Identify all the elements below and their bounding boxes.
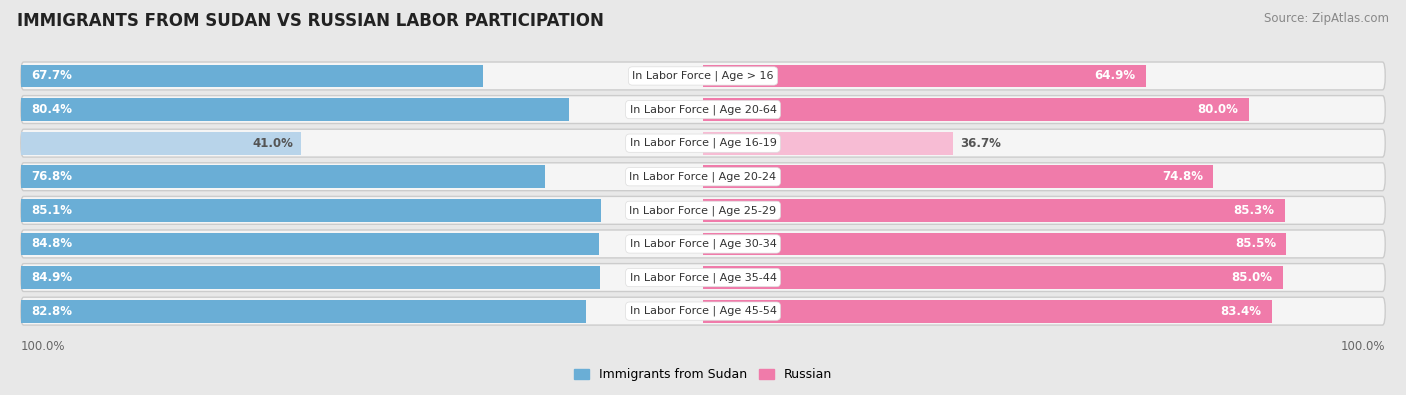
Text: 85.1%: 85.1%: [31, 204, 72, 217]
Text: 100.0%: 100.0%: [1340, 340, 1385, 353]
Bar: [21, 233, 599, 256]
Text: 80.0%: 80.0%: [1198, 103, 1239, 116]
FancyBboxPatch shape: [21, 263, 1385, 292]
FancyBboxPatch shape: [21, 196, 1385, 224]
Bar: [21, 132, 301, 154]
FancyBboxPatch shape: [21, 297, 1385, 325]
Text: In Labor Force | Age 20-64: In Labor Force | Age 20-64: [630, 104, 776, 115]
Bar: [21, 64, 482, 87]
Text: In Labor Force | Age 16-19: In Labor Force | Age 16-19: [630, 138, 776, 149]
Text: In Labor Force | Age 30-34: In Labor Force | Age 30-34: [630, 239, 776, 249]
Text: 85.5%: 85.5%: [1234, 237, 1277, 250]
Legend: Immigrants from Sudan, Russian: Immigrants from Sudan, Russian: [568, 363, 838, 386]
Bar: [21, 98, 569, 121]
Text: In Labor Force | Age 35-44: In Labor Force | Age 35-44: [630, 272, 776, 283]
Text: 74.8%: 74.8%: [1161, 170, 1204, 183]
Bar: [703, 266, 1282, 289]
Text: In Labor Force | Age 45-54: In Labor Force | Age 45-54: [630, 306, 776, 316]
Text: 84.9%: 84.9%: [31, 271, 72, 284]
Bar: [703, 300, 1272, 323]
FancyBboxPatch shape: [21, 230, 1385, 258]
Bar: [703, 98, 1249, 121]
Text: 83.4%: 83.4%: [1220, 305, 1261, 318]
Text: In Labor Force | Age 20-24: In Labor Force | Age 20-24: [630, 171, 776, 182]
Text: 84.8%: 84.8%: [31, 237, 72, 250]
Text: IMMIGRANTS FROM SUDAN VS RUSSIAN LABOR PARTICIPATION: IMMIGRANTS FROM SUDAN VS RUSSIAN LABOR P…: [17, 12, 603, 30]
Bar: [21, 300, 586, 323]
Bar: [21, 266, 600, 289]
Bar: [703, 233, 1286, 256]
FancyBboxPatch shape: [21, 62, 1385, 90]
Text: 67.7%: 67.7%: [31, 70, 72, 83]
Text: 85.3%: 85.3%: [1233, 204, 1275, 217]
Text: In Labor Force | Age 25-29: In Labor Force | Age 25-29: [630, 205, 776, 216]
FancyBboxPatch shape: [21, 129, 1385, 157]
Bar: [703, 64, 1146, 87]
Text: 41.0%: 41.0%: [253, 137, 294, 150]
Text: 82.8%: 82.8%: [31, 305, 72, 318]
Text: 85.0%: 85.0%: [1232, 271, 1272, 284]
Text: 64.9%: 64.9%: [1094, 70, 1136, 83]
FancyBboxPatch shape: [21, 163, 1385, 191]
Bar: [703, 199, 1285, 222]
Text: 80.4%: 80.4%: [31, 103, 72, 116]
Text: Source: ZipAtlas.com: Source: ZipAtlas.com: [1264, 12, 1389, 25]
Bar: [21, 199, 602, 222]
Text: 76.8%: 76.8%: [31, 170, 72, 183]
Bar: [703, 166, 1213, 188]
Text: 100.0%: 100.0%: [21, 340, 66, 353]
FancyBboxPatch shape: [21, 96, 1385, 124]
Text: In Labor Force | Age > 16: In Labor Force | Age > 16: [633, 71, 773, 81]
Bar: [21, 166, 544, 188]
Bar: [703, 132, 953, 154]
Text: 36.7%: 36.7%: [960, 137, 1001, 150]
